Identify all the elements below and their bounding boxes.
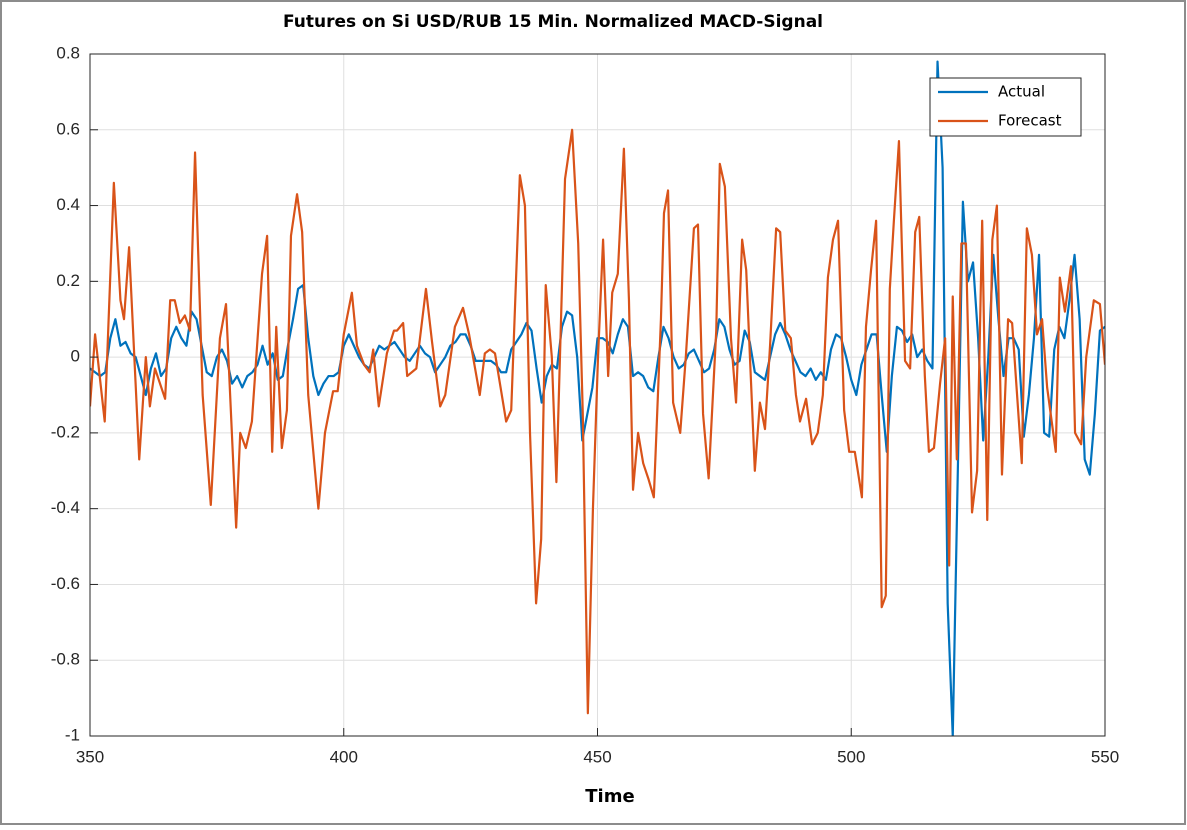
y-tick-label: -0.2 xyxy=(51,422,80,441)
y-tick-label: 0.4 xyxy=(56,195,80,214)
legend-label: Actual xyxy=(998,83,1045,101)
x-axis-label: Time xyxy=(585,786,634,807)
x-tick-label: 400 xyxy=(330,747,358,766)
chart-title: Futures on Si USD/RUB 15 Min. Normalized… xyxy=(283,12,823,32)
series-line xyxy=(90,128,1105,715)
legend: Actual Forecast xyxy=(929,77,1082,137)
x-tick-label: 350 xyxy=(76,747,104,766)
legend-label: Forecast xyxy=(998,112,1062,130)
y-tick-label: 0 xyxy=(71,347,80,366)
y-tick-label: -0.6 xyxy=(51,574,80,593)
y-tick-label: -0.8 xyxy=(51,650,80,669)
x-tick-label: 450 xyxy=(583,747,611,766)
series-line xyxy=(90,60,1105,736)
x-tick-label: 550 xyxy=(1091,747,1119,766)
y-tick-label: -0.4 xyxy=(51,498,80,517)
lines xyxy=(90,60,1105,736)
y-tick-label: 0.6 xyxy=(56,119,80,138)
legend-box xyxy=(929,77,1082,137)
x-tick-label: 500 xyxy=(837,747,865,766)
y-tick-label: -1 xyxy=(65,725,80,744)
y-tick-label: 0.2 xyxy=(56,271,80,290)
y-tick-label: 0.8 xyxy=(56,43,80,62)
ticks: -1 -0.8 -0.6 -0.4 -0.2 0 0.2 0.4 0.6 0.8 350 400 450… xyxy=(51,43,1119,766)
